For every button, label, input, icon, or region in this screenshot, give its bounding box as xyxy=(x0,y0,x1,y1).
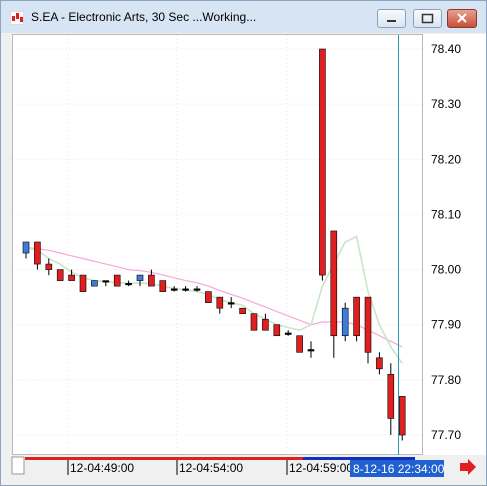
candle-down xyxy=(45,263,53,270)
candle-down xyxy=(205,291,212,303)
candle-up xyxy=(91,280,98,287)
maximize-button[interactable] xyxy=(413,9,442,28)
cursor-label-box xyxy=(350,460,444,477)
cursor-label: 8-12-16 22:34:00 xyxy=(353,462,445,476)
candle-down xyxy=(34,241,41,265)
candle-doji xyxy=(170,288,178,291)
y-tick-label: 78.40 xyxy=(431,42,461,56)
candle-up xyxy=(341,307,349,337)
y-tick-label: 78.00 xyxy=(431,263,461,277)
ma-slow-line xyxy=(25,246,403,348)
grid xyxy=(13,35,422,454)
ma-fast-line xyxy=(25,235,403,364)
y-tick-label: 78.10 xyxy=(431,207,461,221)
close-icon xyxy=(457,13,467,23)
y-tick-label: 77.70 xyxy=(431,428,461,442)
candle-down xyxy=(387,374,395,419)
minimize-icon xyxy=(387,20,396,22)
y-tick-label: 78.20 xyxy=(431,152,461,166)
candle-down xyxy=(56,269,64,281)
candle-down xyxy=(250,313,258,331)
candle-down xyxy=(353,296,360,337)
candle-down xyxy=(216,296,224,309)
maximize-icon xyxy=(421,13,434,24)
minimize-button[interactable] xyxy=(377,9,406,28)
chart-app-icon xyxy=(10,11,24,25)
candle-down xyxy=(239,307,246,314)
candle-down xyxy=(330,230,338,337)
title-bar[interactable]: S.EA - Electronic Arts, 30 Sec ...Workin… xyxy=(1,1,486,33)
candle-up xyxy=(22,241,30,254)
candle-down xyxy=(113,274,121,287)
candle-down xyxy=(296,335,303,353)
candle-down xyxy=(148,274,155,287)
candle-up xyxy=(136,274,144,281)
candle-doji xyxy=(182,288,189,291)
y-tick-label: 78.30 xyxy=(431,97,461,111)
candle-down xyxy=(79,274,87,292)
scroll-thumb xyxy=(11,456,25,475)
x-tick-label: 12-04:49:00 xyxy=(70,461,134,475)
candle-doji xyxy=(102,280,110,283)
x-tick-label: 12-04:59:00 xyxy=(289,461,353,475)
close-button[interactable] xyxy=(447,9,477,28)
candle-down xyxy=(262,318,269,331)
candle-doji xyxy=(227,302,235,305)
candle-down xyxy=(398,396,406,436)
candle-doji xyxy=(307,349,315,352)
candle-down xyxy=(376,357,383,370)
y-tick-label: 77.90 xyxy=(431,318,461,332)
candle-doji xyxy=(284,332,292,335)
window-title: S.EA - Electronic Arts, 30 Sec ...Workin… xyxy=(31,10,257,24)
scroll-right-arrow-icon[interactable] xyxy=(460,459,476,475)
price-axis-panel[interactable] xyxy=(423,34,486,455)
candle-down xyxy=(319,48,326,276)
candle-down xyxy=(273,324,281,337)
x-tick-label: 12-04:54:00 xyxy=(179,461,243,475)
time-range-bar xyxy=(25,457,303,460)
y-tick-label: 77.80 xyxy=(431,373,461,387)
candle-down xyxy=(364,296,372,353)
time-range-bar-active xyxy=(303,457,415,460)
candle-doji xyxy=(125,283,132,286)
candle-doji xyxy=(193,288,201,291)
candle-down xyxy=(68,274,75,281)
candle-down xyxy=(159,280,167,292)
